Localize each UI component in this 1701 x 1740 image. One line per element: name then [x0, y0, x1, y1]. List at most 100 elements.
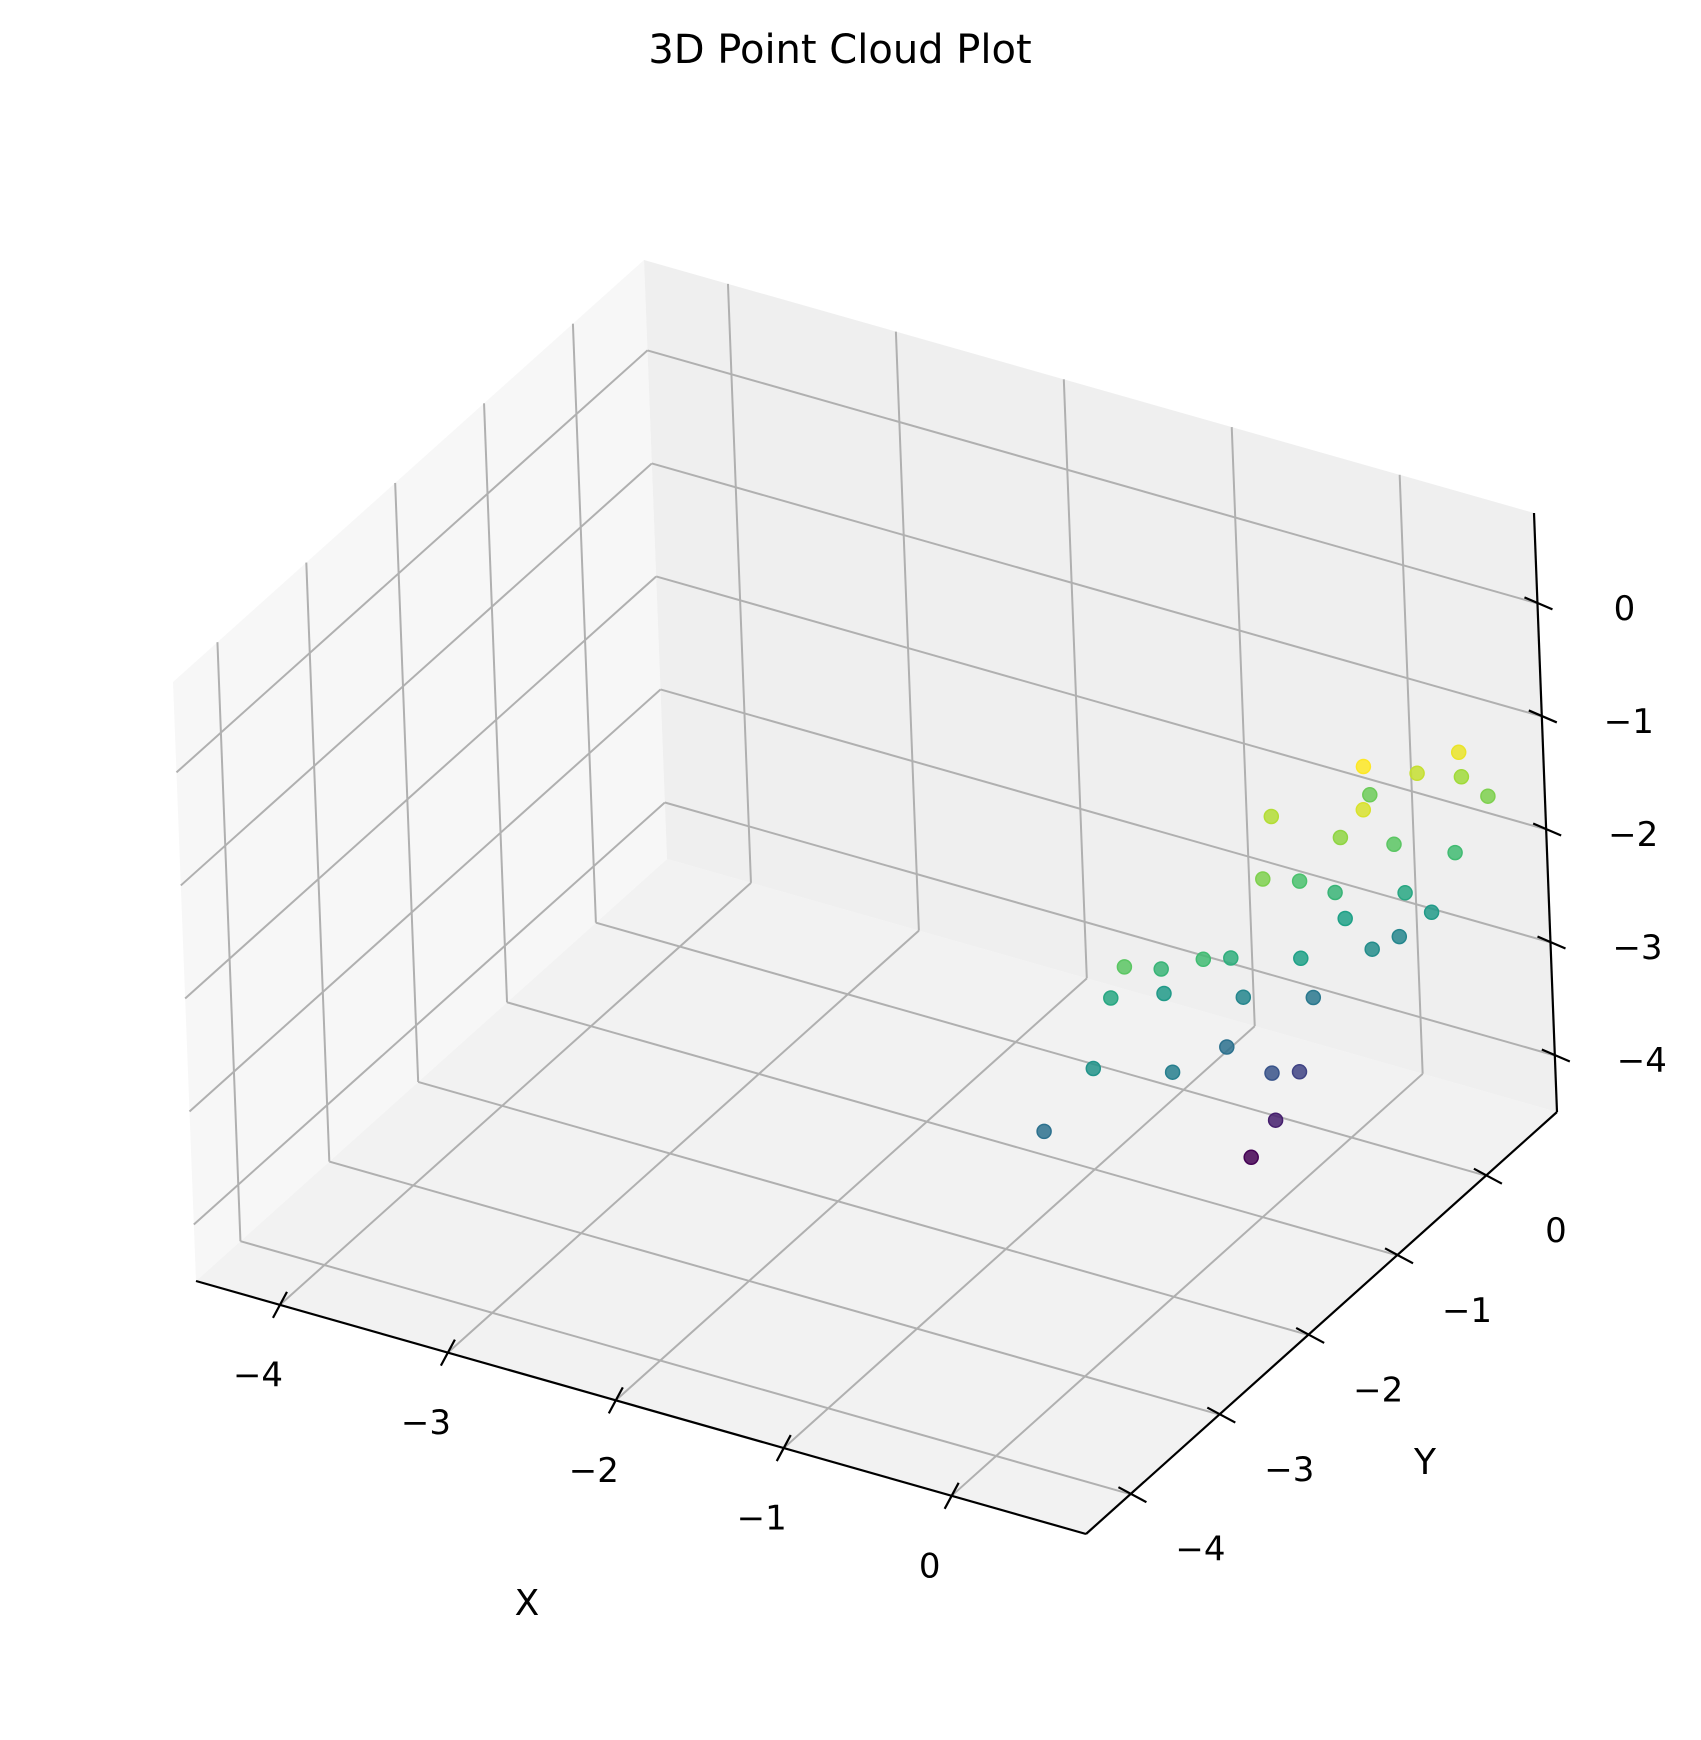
grid-line-x-floor: [447, 929, 920, 1354]
y-tick-label: −2: [1353, 1370, 1403, 1410]
grid-line-x-floor: [279, 882, 752, 1306]
data-point: [1355, 758, 1372, 775]
data-point: [1480, 788, 1496, 804]
grid-line-x-wall: [894, 331, 920, 931]
axis-ticks: −4 −3 −2 −1 0 −4 −3 −2 −1 0 −4 −3 −2 −1 0: [233, 589, 1667, 1586]
data-point: [1103, 990, 1119, 1006]
data-point: [1409, 765, 1425, 782]
grid-line-y-wall: [305, 562, 331, 1162]
grid-line-z-back: [655, 575, 1547, 831]
data-point: [1453, 769, 1470, 785]
back-wall-pane: [644, 260, 1557, 1112]
x-tick: [271, 1291, 288, 1319]
y-tick-label: −1: [1442, 1291, 1492, 1331]
z-tick-label: −1: [1604, 702, 1654, 742]
floor-pane: [196, 859, 1557, 1534]
grid-line-x-wall: [1230, 427, 1256, 1027]
data-point: [1291, 1064, 1308, 1080]
data-point: [1223, 950, 1239, 966]
data-point: [1327, 884, 1343, 901]
y-tick-label: −4: [1175, 1530, 1225, 1570]
x-tick-label: 0: [919, 1546, 941, 1586]
y-tick: [1295, 1326, 1325, 1344]
data-point: [1235, 989, 1252, 1005]
grid-line-y-wall: [483, 403, 509, 1003]
y-tick-label: −3: [1264, 1450, 1314, 1490]
grid-line-y-floor: [329, 1160, 1220, 1416]
data-point: [1264, 1065, 1280, 1081]
z-tick-label: −4: [1617, 1041, 1667, 1081]
z-tick-label: 0: [1614, 589, 1636, 629]
x-tick: [775, 1434, 792, 1462]
data-point: [1355, 802, 1372, 818]
data-point: [1291, 873, 1308, 889]
x-tick: [439, 1339, 456, 1367]
z-tick: [1541, 1048, 1571, 1063]
data-point: [1293, 950, 1309, 967]
data-point: [1267, 1112, 1284, 1128]
grid-line-x-floor: [783, 1025, 1256, 1449]
grid-line-z-left: [175, 349, 649, 774]
data-point: [1362, 787, 1378, 803]
y-tick: [1473, 1167, 1503, 1185]
grid-line-z-left: [188, 688, 662, 1113]
data-point: [1364, 941, 1380, 957]
data-point: [1332, 829, 1349, 846]
grid-line-z-left: [180, 462, 653, 887]
data-point: [1450, 744, 1467, 761]
data-point: [1116, 959, 1133, 975]
grid-line-y-floor: [595, 921, 1487, 1177]
y-axis-label: Y: [1413, 1442, 1437, 1483]
data-point: [1156, 985, 1172, 1002]
grid-line-z-left: [184, 575, 657, 1000]
y-tick: [1117, 1486, 1147, 1504]
grid-line-z-back: [647, 349, 1538, 605]
x-tick-label: −1: [737, 1499, 787, 1539]
grid-line-y-wall: [394, 482, 420, 1082]
data-point: [1243, 1149, 1259, 1166]
grid-line-z-back: [651, 462, 1543, 718]
z-tick: [1528, 709, 1558, 724]
data-point: [1305, 989, 1322, 1006]
grid-line-z-left: [193, 801, 666, 1226]
grid-line-y-wall: [216, 642, 242, 1242]
left-wall-pane: [173, 260, 667, 1281]
grid-line-z-back: [664, 801, 1556, 1057]
data-point: [1397, 885, 1413, 901]
data-point: [1263, 808, 1280, 825]
data-point: [1337, 910, 1353, 927]
grid-line-x-floor: [950, 1073, 1424, 1497]
y-tick: [1384, 1247, 1414, 1265]
y-axis-line: [1085, 1111, 1558, 1535]
data-point: [1195, 951, 1212, 968]
y-tick: [1206, 1406, 1236, 1424]
x-tick: [607, 1386, 624, 1414]
x-tick: [943, 1482, 960, 1510]
data-point: [1085, 1060, 1102, 1077]
data-point: [1255, 871, 1271, 887]
axis-lines: [195, 512, 1559, 1536]
point-cloud: [1036, 744, 1496, 1166]
x-axis-label: X: [515, 1583, 540, 1624]
z-tick: [1532, 822, 1562, 837]
grid-line-y-wall: [571, 323, 597, 923]
grid-line-x-wall: [1062, 379, 1088, 979]
grid-line-y-floor: [417, 1080, 1309, 1336]
z-tick: [1524, 596, 1553, 611]
grid-line-x-wall: [726, 283, 752, 883]
data-point: [1391, 928, 1408, 945]
x-tick-label: −2: [569, 1451, 619, 1491]
x-tick-label: −3: [401, 1403, 451, 1443]
x-tick-label: −4: [233, 1355, 283, 1395]
data-point: [1423, 904, 1440, 921]
data-point: [1164, 1064, 1181, 1080]
grid-line-z-back: [660, 688, 1551, 944]
grid-line-x-floor: [615, 977, 1088, 1402]
data-point: [1153, 961, 1169, 977]
axis-panes: [173, 260, 1557, 1534]
x-axis-line: [195, 1279, 1087, 1536]
data-point: [1386, 836, 1402, 853]
data-point: [1036, 1123, 1052, 1140]
z-tick-label: −2: [1608, 815, 1658, 855]
